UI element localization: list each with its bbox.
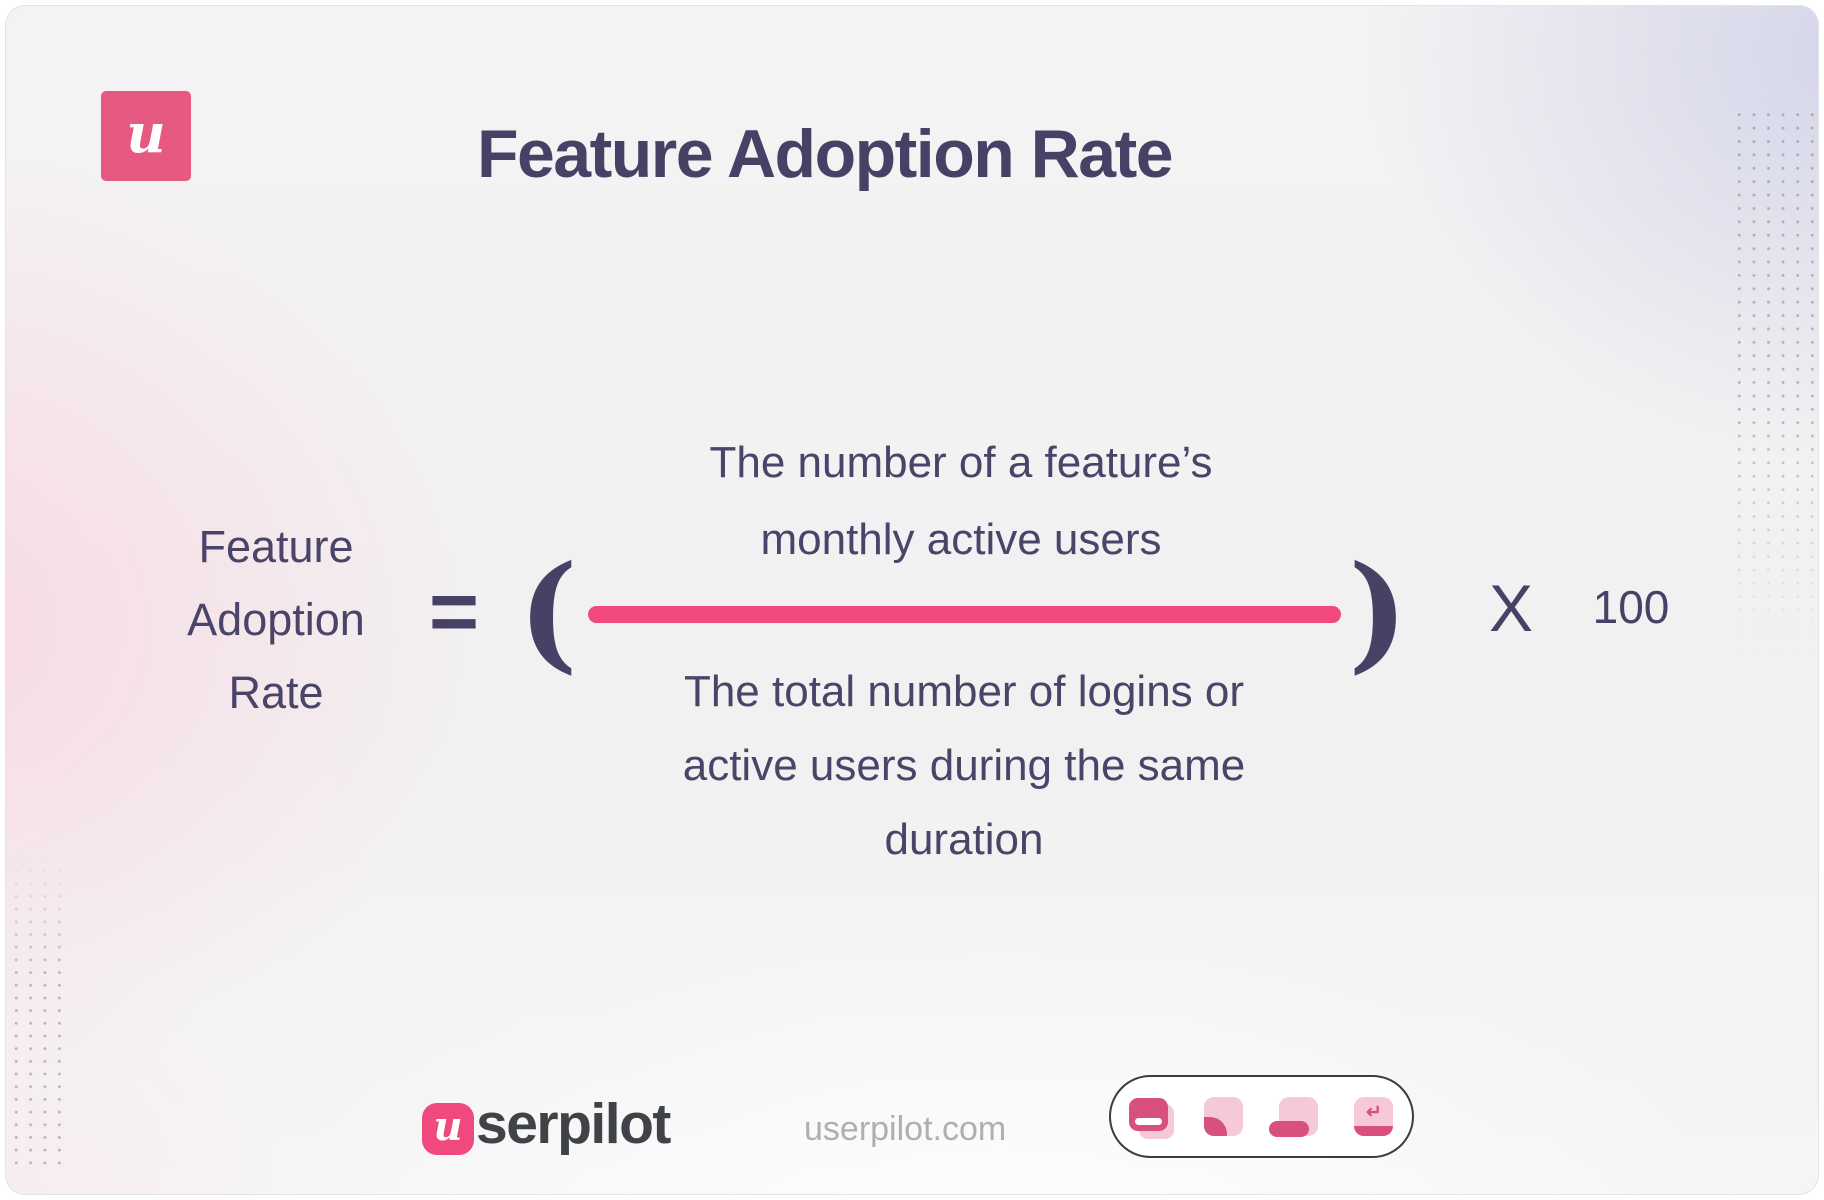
- enter-icon: ↵: [1354, 1096, 1394, 1137]
- dot-pattern-bottom-left: [9, 852, 72, 1172]
- logo-u-icon: u: [126, 101, 166, 165]
- page-title: Feature Adoption Rate: [476, 116, 1174, 192]
- formula-label: Feature Adoption Rate: [101, 510, 451, 729]
- formula-label-line2: Adoption: [187, 594, 365, 645]
- userpilot-wordmark: u serpilot: [422, 1096, 671, 1159]
- return-arrow-glyph: ↵: [1366, 1101, 1382, 1123]
- equals-sign: =: [428, 564, 480, 660]
- ui-pattern-icons-pill: ↵: [1109, 1075, 1414, 1158]
- close-paren: ): [1348, 538, 1408, 686]
- wordmark-u-icon: u: [433, 1103, 463, 1150]
- open-paren: (: [518, 538, 578, 686]
- formula-label-line3: Rate: [228, 667, 324, 718]
- wordmark-text: serpilot: [476, 1092, 671, 1156]
- numerator-line1: The number of a feature’s: [709, 438, 1213, 487]
- banner-icon: [1269, 1096, 1319, 1137]
- infographic-canvas: u Feature Adoption Rate Feature Adoption…: [5, 5, 1819, 1195]
- multiply-symbol: X: [1488, 571, 1534, 645]
- formula-denominator: The total number of logins or active use…: [564, 655, 1364, 877]
- multiplier-value: 100: [1592, 581, 1670, 633]
- dot-pattern-top-right: [1732, 108, 1818, 653]
- wordmark-u-badge: u: [422, 1103, 474, 1155]
- denominator-line1: The total number of logins or: [683, 667, 1245, 716]
- formula-numerator: The number of a feature’s monthly active…: [601, 424, 1321, 578]
- userpilot-logo-badge: u: [101, 91, 191, 181]
- fraction-bar: [588, 606, 1341, 623]
- formula-label-line1: Feature: [198, 521, 354, 572]
- denominator-line2: active users during the same: [682, 741, 1246, 790]
- modal-icon: [1129, 1097, 1174, 1139]
- numerator-line2: monthly active users: [760, 515, 1162, 564]
- tooltip-icon: [1204, 1096, 1244, 1137]
- denominator-line3: duration: [884, 815, 1044, 864]
- website-url: userpilot.com: [804, 1110, 1007, 1148]
